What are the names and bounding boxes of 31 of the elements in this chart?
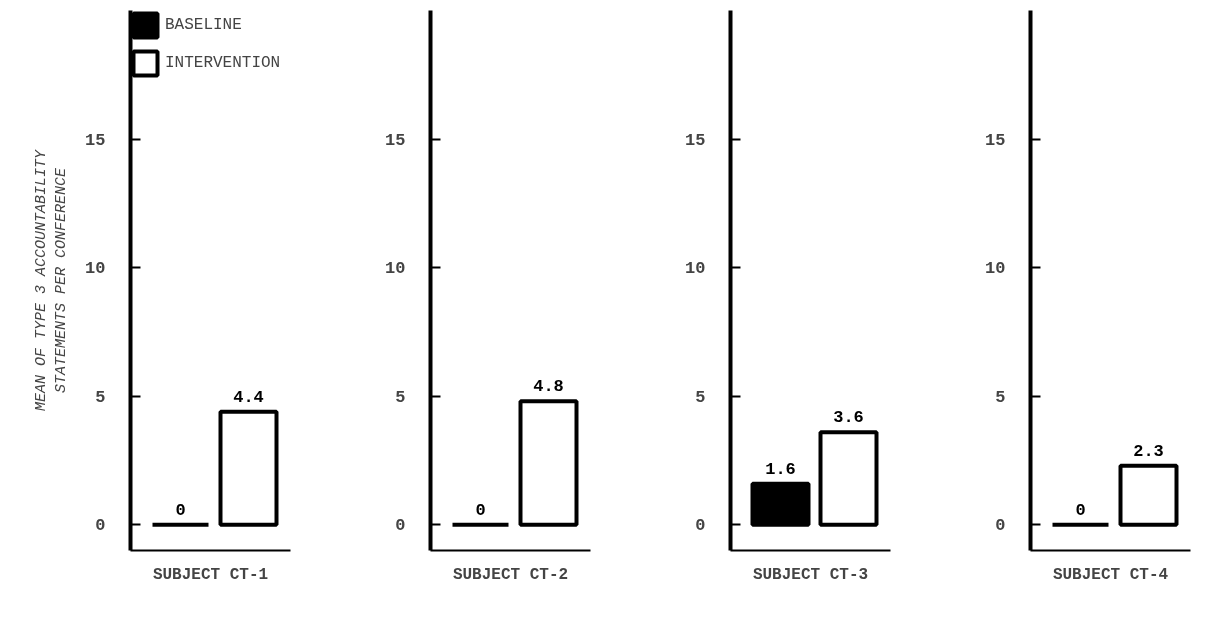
y-tick-label: 10 <box>985 259 1006 279</box>
y-tick-label: 15 <box>385 130 406 150</box>
y-tick-label: 0 <box>695 516 706 536</box>
data-label: 0 <box>1075 500 1086 520</box>
legend-label: BASELINE <box>165 16 242 34</box>
legend-label: INTERVENTION <box>165 54 281 72</box>
y-tick-label: 10 <box>85 259 106 279</box>
y-tick-label: 5 <box>395 387 406 407</box>
data-label: 4.8 <box>533 377 564 397</box>
y-axis-title: MEAN OF TYPE 3 ACCOUNTABILITY STATEMENTS PER CONFERENCE <box>32 148 71 412</box>
y-tick-label: 15 <box>985 130 1006 150</box>
y-tick-label: 5 <box>995 387 1006 407</box>
data-label: 2.3 <box>1133 441 1164 461</box>
y-tick-label: 0 <box>395 516 406 536</box>
y-tick-label: 10 <box>385 259 406 279</box>
y-tick-label: 15 <box>685 130 706 150</box>
data-label: 0 <box>475 500 486 520</box>
data-label: 1.6 <box>765 459 796 479</box>
x-axis-title: SUBJECT CT-4 <box>1052 565 1169 584</box>
y-tick-label: 10 <box>685 259 706 279</box>
y-tick-label: 5 <box>695 387 706 407</box>
x-axis-title: SUBJECT CT-3 <box>752 565 869 584</box>
y-tick-label: 5 <box>95 387 106 407</box>
x-axis-title: SUBJECT CT-1 <box>152 565 269 584</box>
y-tick-label: 0 <box>995 516 1006 536</box>
y-tick-label: 0 <box>95 516 106 536</box>
data-label: 4.4 <box>233 387 264 407</box>
y-tick-label: 15 <box>85 130 106 150</box>
x-axis-title: SUBJECT CT-2 <box>452 565 569 584</box>
data-label: 3.6 <box>833 408 864 428</box>
data-label: 0 <box>175 500 186 520</box>
